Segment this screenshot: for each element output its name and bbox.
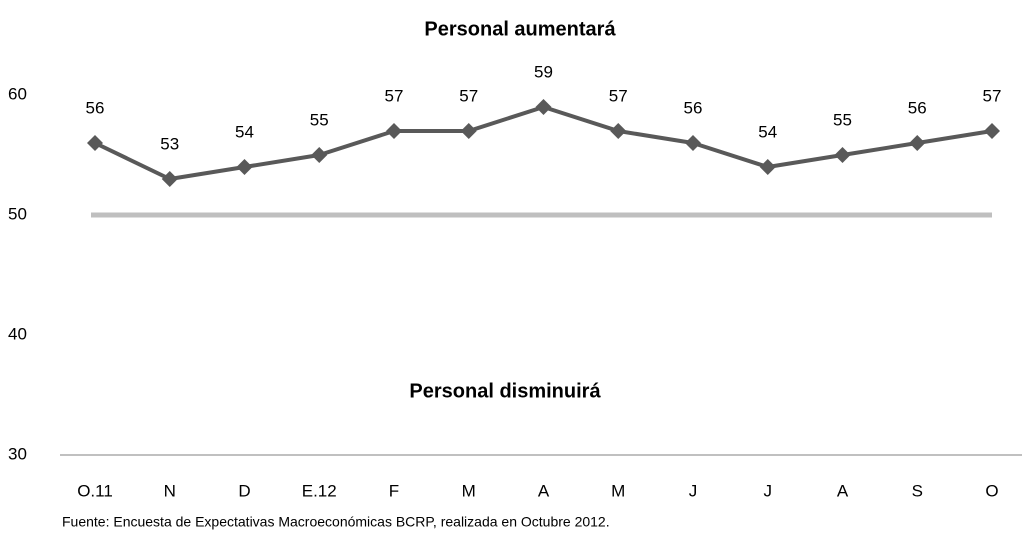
x-tick-label: F	[389, 481, 399, 500]
data-label: 57	[983, 86, 1002, 105]
marker	[984, 123, 1000, 139]
marker	[685, 135, 701, 151]
y-tick-label: 30	[8, 444, 27, 463]
marker	[460, 123, 477, 139]
data-label: 56	[908, 98, 927, 117]
data-label: 55	[833, 110, 852, 129]
data-label: 54	[235, 122, 254, 141]
y-tick-label: 60	[8, 84, 27, 103]
marker	[535, 99, 552, 115]
x-tick-label: S	[912, 481, 923, 500]
x-tick-label: N	[164, 481, 176, 500]
data-label: 59	[534, 62, 553, 81]
marker	[311, 147, 328, 163]
data-label: 56	[684, 98, 703, 117]
data-label: 53	[160, 134, 179, 153]
x-tick-label: J	[689, 481, 698, 500]
x-tick-label: O.11	[77, 481, 113, 500]
marker	[610, 123, 627, 139]
marker	[161, 171, 178, 187]
chart-title: Personal aumentará	[424, 18, 616, 40]
y-tick-label: 50	[8, 204, 27, 223]
marker	[386, 123, 402, 139]
data-label: 55	[310, 110, 329, 129]
x-tick-label: E.12	[302, 481, 337, 500]
data-label: 57	[609, 86, 628, 105]
x-tick-label: M	[611, 481, 625, 500]
x-tick-label: D	[238, 481, 250, 500]
x-tick-label: O	[985, 481, 998, 500]
data-label: 57	[385, 86, 404, 105]
marker	[236, 159, 253, 175]
marker	[909, 135, 926, 151]
x-tick-label: A	[837, 481, 849, 500]
source-note: Fuente: Encuesta de Expectativas Macroec…	[62, 514, 610, 530]
data-label: 56	[86, 98, 105, 117]
x-tick-label: J	[764, 481, 773, 500]
line	[94, 105, 993, 181]
data-label: 54	[758, 122, 777, 141]
annotation: Personal disminuirá	[409, 380, 601, 402]
x-tick-label: M	[462, 481, 476, 500]
y-tick-label: 40	[8, 324, 27, 343]
marker	[834, 147, 851, 163]
marker	[87, 135, 103, 151]
x-tick-label: A	[538, 481, 550, 500]
marker	[759, 159, 776, 175]
data-label: 57	[459, 86, 478, 105]
